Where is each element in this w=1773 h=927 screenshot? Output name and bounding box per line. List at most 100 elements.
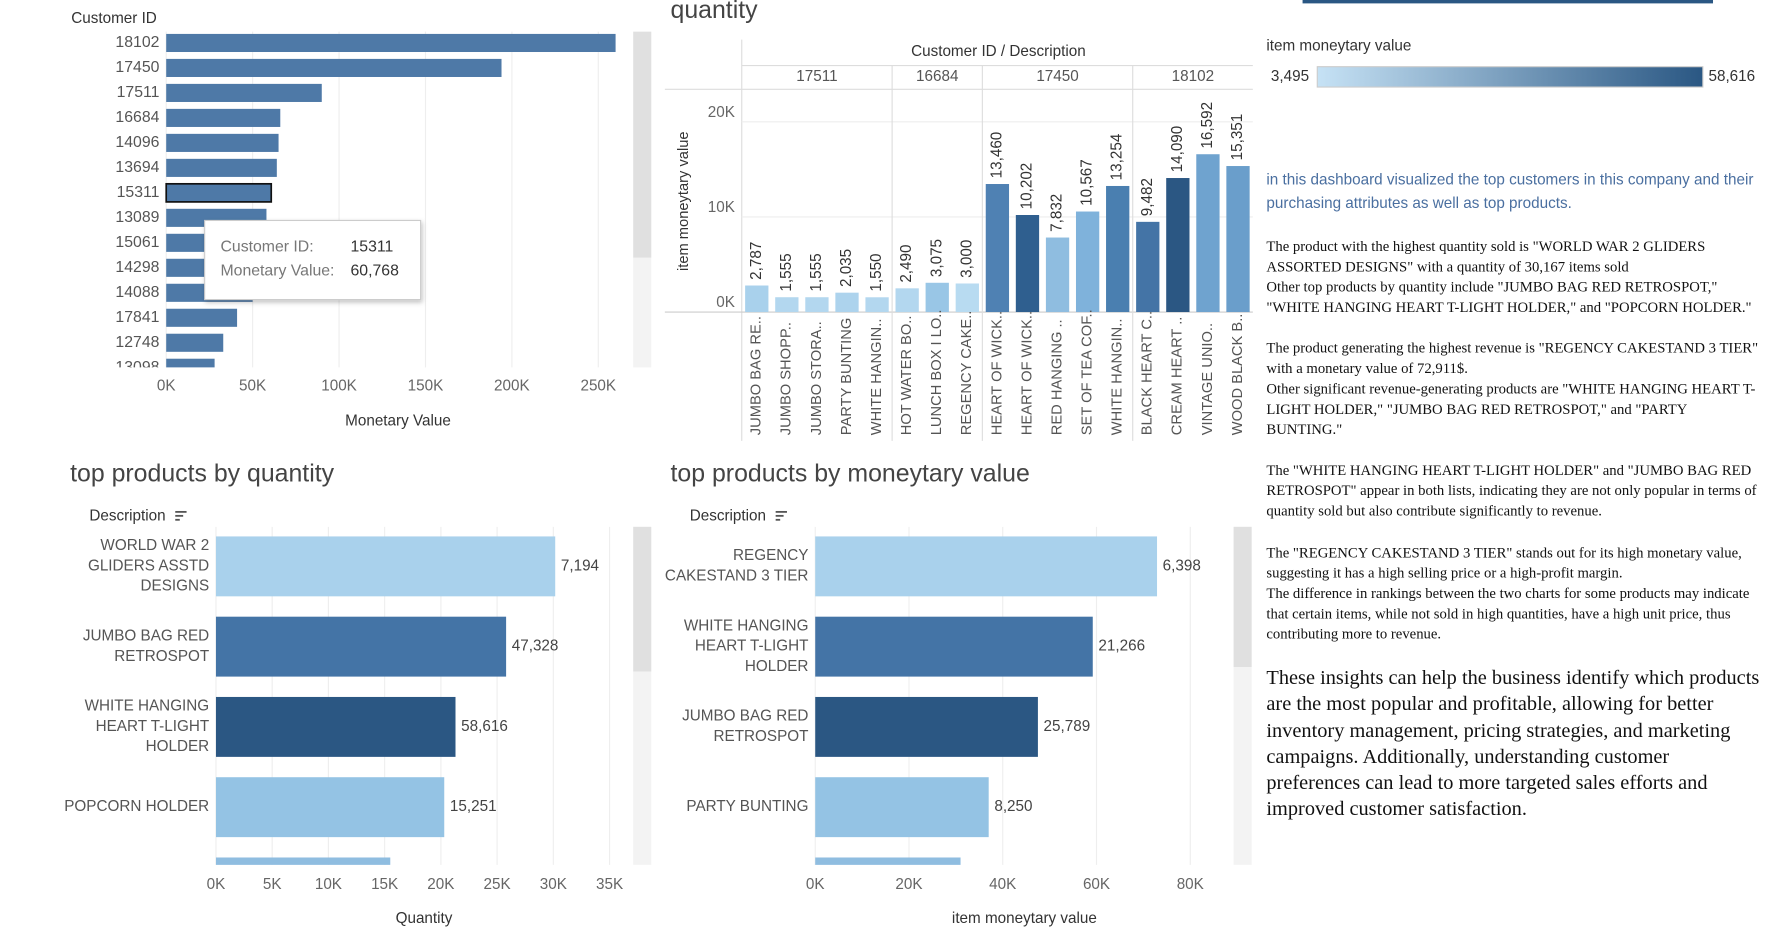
- chart-title: quantity: [671, 0, 759, 24]
- legend-min: 3,495: [1271, 68, 1309, 85]
- tooltip: [204, 219, 422, 301]
- category-label: JUMBO BAG RED RETROSPOT: [682, 708, 808, 745]
- tooltip-value: 15311: [351, 239, 394, 256]
- bar: [815, 857, 961, 865]
- category-label: BLACK HEART C..: [1140, 311, 1156, 435]
- bar: [805, 297, 829, 313]
- data-label: 2,035: [838, 249, 855, 287]
- top-bar: [1302, 0, 1714, 4]
- category-label: HEART OF WICK..: [1019, 311, 1035, 435]
- tooltip-key: Monetary Value:: [220, 262, 334, 279]
- summary-text: These insights can help the business ide…: [1266, 665, 1760, 821]
- bar: [1196, 154, 1220, 313]
- scroll-track: [633, 671, 652, 865]
- category-label: WHITE HANGIN..: [869, 319, 885, 436]
- category-label: RED HANGING ..: [1049, 319, 1065, 435]
- x-axis-title: Quantity: [396, 910, 453, 927]
- bar: [215, 777, 445, 838]
- data-label: 47,328: [512, 638, 559, 655]
- bar: [166, 133, 279, 152]
- category-label: VINTAGE UNIO..: [1200, 323, 1216, 435]
- x-tick-label: 100K: [321, 378, 357, 395]
- data-label: 1,550: [868, 253, 885, 291]
- bar: [166, 358, 215, 368]
- y-tick-label: 20K: [708, 104, 735, 121]
- data-label: 58,616: [461, 718, 508, 735]
- bar: [215, 536, 556, 597]
- x-tick-label: 60K: [1083, 876, 1110, 893]
- category-label: JUMBO BAG RE..: [749, 316, 765, 435]
- category-label: 13098: [115, 359, 159, 376]
- note-line: Other significant revenue-generating pro…: [1266, 379, 1756, 438]
- sort-icon: [775, 510, 787, 513]
- category-label: HEART OF WICK..: [989, 311, 1005, 435]
- category-label: JUMBO STORA..: [809, 321, 825, 435]
- category-label: WHITE HANGING HEART T-LIGHT HOLDER: [684, 617, 809, 675]
- data-label: 2,490: [898, 245, 915, 283]
- category-label: 14298: [115, 259, 159, 276]
- category-label: WOOD BLACK B..: [1230, 314, 1246, 436]
- scrollbar[interactable]: [1233, 526, 1252, 667]
- bar: [815, 616, 1093, 677]
- category-label: SET OF TEA COF..: [1079, 309, 1095, 435]
- category-label: CREAM HEART ..: [1170, 317, 1186, 436]
- legend-title: item moneytary value: [1266, 37, 1411, 54]
- x-tick-label: 5K: [263, 876, 282, 893]
- bar: [1166, 178, 1190, 313]
- bar: [775, 297, 799, 313]
- sort-icon: [175, 510, 187, 513]
- x-tick-label: 15K: [371, 876, 398, 893]
- data-label: 10,202: [1018, 163, 1035, 210]
- x-tick-label: 0K: [207, 876, 226, 893]
- note-block: The product with the highest quantity so…: [1266, 236, 1764, 317]
- data-label: 1,555: [778, 253, 795, 291]
- category-label: 18102: [115, 34, 159, 51]
- scrollbar[interactable]: [633, 31, 652, 258]
- bar: [865, 297, 889, 313]
- category-label: HOT WATER BO..: [899, 316, 915, 436]
- data-label: 15,251: [450, 798, 497, 815]
- data-label: 16,592: [1199, 102, 1216, 149]
- bar: [745, 285, 769, 313]
- scroll-track: [1233, 666, 1252, 865]
- scroll-track: [633, 257, 652, 368]
- bar: [925, 282, 949, 313]
- group-label: 16684: [916, 68, 959, 85]
- x-tick-label: 250K: [580, 378, 616, 395]
- x-tick-label: 30K: [540, 876, 567, 893]
- bar: [815, 777, 989, 838]
- bar: [1045, 237, 1070, 313]
- category-label: WHITE HANGING HEART T-LIGHT HOLDER: [85, 698, 210, 756]
- x-tick-label: 20K: [427, 876, 454, 893]
- sort-icon: [775, 518, 781, 521]
- legend-max: 58,616: [1708, 68, 1755, 85]
- x-tick-label: 35K: [596, 876, 623, 893]
- sort-icon: [175, 514, 184, 517]
- bar: [985, 184, 1010, 313]
- bar: [1106, 185, 1130, 313]
- category-label: 17841: [115, 309, 159, 326]
- data-label: 6,398: [1163, 557, 1201, 574]
- scrollbar[interactable]: [633, 526, 652, 672]
- bar: [166, 58, 502, 77]
- data-label: 7,194: [561, 557, 600, 574]
- category-header: Customer ID: [71, 10, 157, 27]
- category-label: 15311: [117, 184, 160, 201]
- data-label: 14,090: [1169, 126, 1186, 173]
- category-label: REGENCY CAKESTAND 3 TIER: [661, 547, 809, 584]
- data-label: 9,482: [1139, 178, 1156, 216]
- note-line: The product with the highest quantity so…: [1266, 237, 1706, 275]
- category-label: PARTY BUNTING: [839, 318, 855, 436]
- x-tick-label: 200K: [494, 378, 530, 395]
- category-header: Description: [690, 508, 766, 525]
- note-block: The "WHITE HANGING HEART T-LIGHT HOLDER"…: [1266, 460, 1764, 521]
- category-label: 14096: [115, 134, 159, 151]
- category-label: 16684: [115, 109, 159, 126]
- category-label: 17450: [115, 59, 159, 76]
- y-tick-label: 10K: [708, 199, 735, 216]
- x-tick-label: 50K: [239, 378, 266, 395]
- bar: [166, 333, 224, 352]
